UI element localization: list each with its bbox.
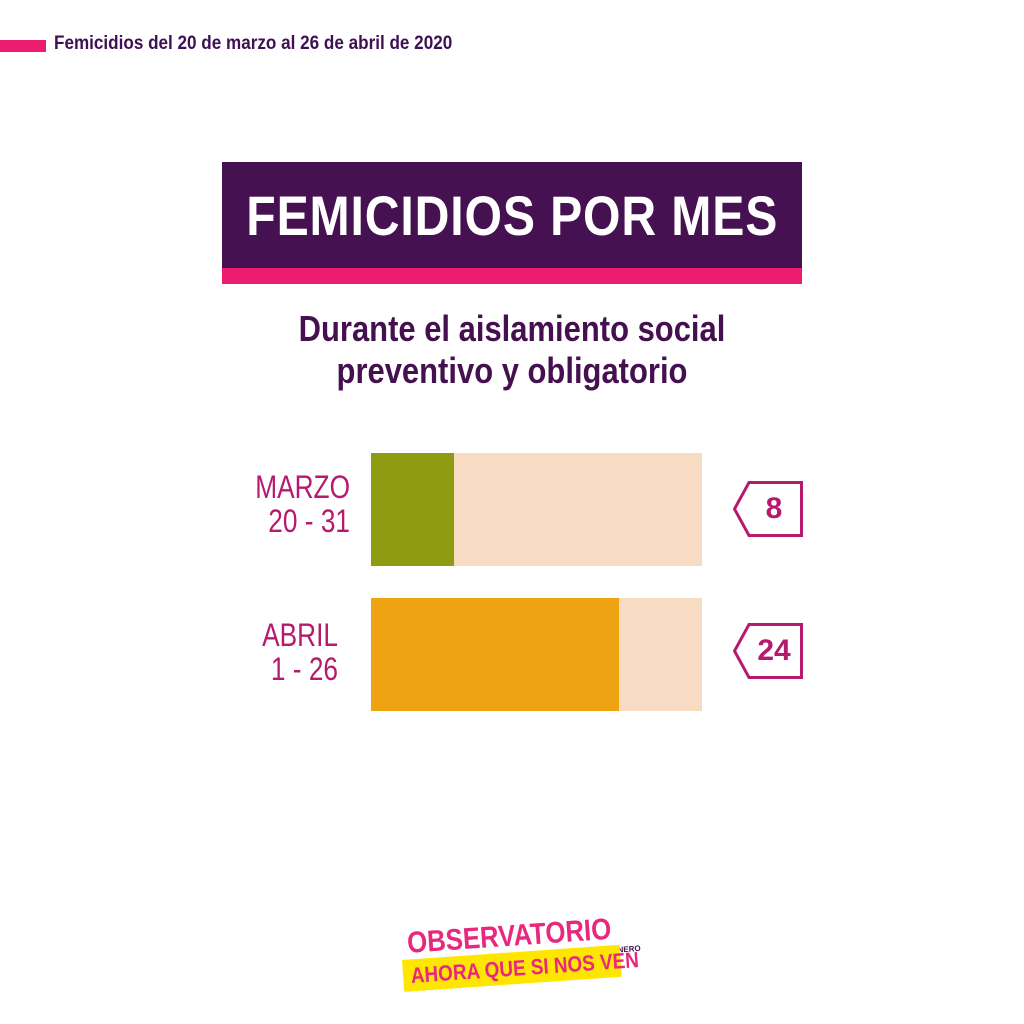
value-tag: 8 [733,481,803,537]
subtitle-line-2: preventivo y obligatorio [336,350,688,391]
category-range: 20 - 31 [268,503,350,539]
data-label-marzo: 8 [765,492,783,525]
chart-subtitle: Durante el aislamiento social preventivo… [254,308,770,392]
observatorio-logo: OBSERVATORIO DE LAS VIOLENCIAS DE GÉNERO… [402,905,641,995]
chart-title: FEMICIDIOS POR MES [246,183,778,247]
subtitle-line-1: Durante el aislamiento social [298,308,726,349]
category-label-marzo: MARZO 20 - 31 [219,470,350,538]
bar-track [371,598,702,711]
category-range: 1 - 26 [270,651,338,687]
header-accent-bar [0,40,46,52]
chart-title-box: FEMICIDIOS POR MES [222,162,802,284]
value-tag-shape [733,623,803,679]
header-text: Femicidios del 20 de marzo al 26 de abri… [54,33,453,54]
bar-marzo [371,453,454,566]
bar-track [371,453,702,566]
data-label-abril: 24 [757,634,791,667]
category-month: ABRIL [262,617,338,653]
category-label-abril: ABRIL 1 - 26 [207,618,338,686]
value-tag-shape [733,481,803,537]
category-month: MARZO [255,469,350,505]
bar-abril [371,598,620,711]
value-tag: 24 [733,623,803,679]
